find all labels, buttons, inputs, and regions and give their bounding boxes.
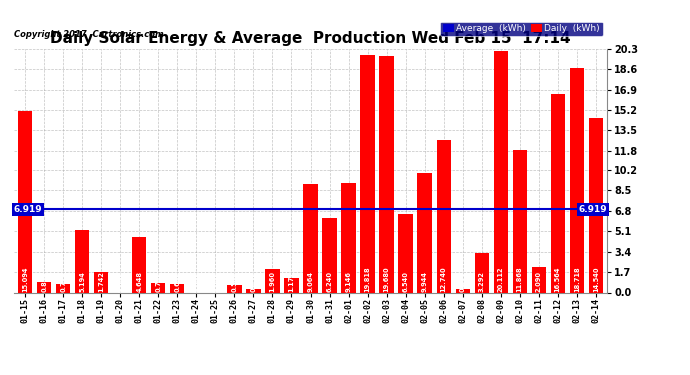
Text: 3.292: 3.292 — [479, 271, 484, 292]
Bar — [513, 150, 527, 292]
Text: 4.648: 4.648 — [137, 271, 142, 292]
Text: 19.680: 19.680 — [384, 266, 390, 292]
Text: 1.742: 1.742 — [98, 271, 104, 292]
Bar — [455, 290, 470, 292]
Bar — [475, 253, 489, 292]
Text: 0.296: 0.296 — [250, 271, 257, 292]
Bar — [56, 284, 70, 292]
Text: 11.868: 11.868 — [517, 266, 523, 292]
Legend: Average  (kWh), Daily  (kWh): Average (kWh), Daily (kWh) — [440, 22, 602, 36]
Bar — [589, 118, 603, 292]
Text: 16.564: 16.564 — [555, 266, 561, 292]
Text: 0.000: 0.000 — [117, 271, 124, 292]
Text: 6.919: 6.919 — [579, 205, 607, 214]
Bar — [380, 56, 394, 292]
Text: 2.090: 2.090 — [535, 271, 542, 292]
Bar — [398, 214, 413, 292]
Bar — [246, 289, 261, 292]
Text: 20.112: 20.112 — [497, 266, 504, 292]
Text: 0.688: 0.688 — [175, 271, 180, 292]
Bar — [360, 54, 375, 292]
Text: 0.000: 0.000 — [193, 271, 199, 292]
Bar — [284, 278, 299, 292]
Text: 6.240: 6.240 — [326, 271, 333, 292]
Bar — [37, 282, 51, 292]
Text: 6.540: 6.540 — [402, 271, 408, 292]
Bar — [151, 284, 166, 292]
Text: 1.960: 1.960 — [270, 271, 275, 292]
Bar — [18, 111, 32, 292]
Bar — [94, 272, 108, 292]
Bar — [75, 230, 90, 292]
Bar — [266, 269, 279, 292]
Text: 9.064: 9.064 — [308, 271, 313, 292]
Bar — [493, 51, 508, 292]
Bar — [322, 217, 337, 292]
Text: 0.760: 0.760 — [155, 271, 161, 292]
Bar — [570, 68, 584, 292]
Text: 15.094: 15.094 — [22, 266, 28, 292]
Bar — [227, 285, 242, 292]
Bar — [551, 94, 565, 292]
Text: 5.194: 5.194 — [79, 271, 86, 292]
Bar — [342, 183, 355, 292]
Title: Daily Solar Energy & Average  Production Wed Feb 15  17:14: Daily Solar Energy & Average Production … — [50, 31, 571, 46]
Bar — [437, 140, 451, 292]
Text: 1.172: 1.172 — [288, 271, 295, 292]
Bar — [304, 184, 317, 292]
Text: 18.718: 18.718 — [574, 266, 580, 292]
Bar — [132, 237, 146, 292]
Bar — [170, 284, 184, 292]
Text: 14.540: 14.540 — [593, 266, 599, 292]
Text: 0.724: 0.724 — [60, 271, 66, 292]
Text: 12.740: 12.740 — [441, 266, 446, 292]
Text: 0.260: 0.260 — [460, 271, 466, 292]
Text: Copyright 2017  Cartronics.com: Copyright 2017 Cartronics.com — [14, 30, 164, 39]
Text: 0.000: 0.000 — [213, 271, 219, 292]
Text: 6.919: 6.919 — [14, 205, 42, 214]
Text: 19.818: 19.818 — [364, 266, 371, 292]
Bar — [417, 173, 432, 292]
Bar — [531, 267, 546, 292]
Text: 9.146: 9.146 — [346, 271, 351, 292]
Text: 0.588: 0.588 — [231, 271, 237, 292]
Text: 0.854: 0.854 — [41, 271, 47, 292]
Text: 9.944: 9.944 — [422, 271, 428, 292]
